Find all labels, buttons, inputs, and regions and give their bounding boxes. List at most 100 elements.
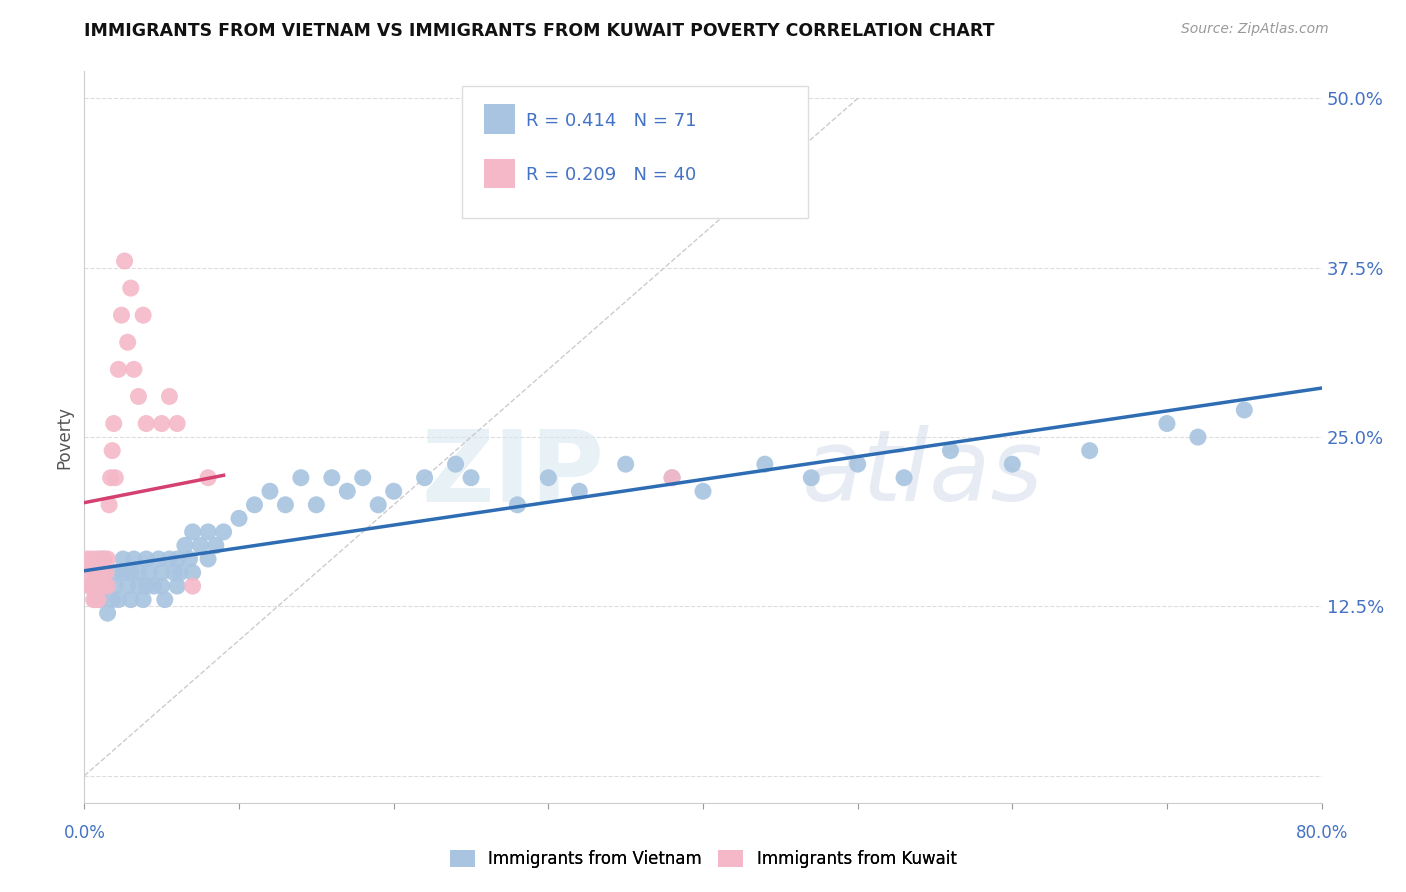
Point: [132, 308, 155, 322]
Point: [107, 362, 129, 376]
Point: [101, 592, 124, 607]
Point: [181, 566, 204, 580]
Point: [568, 484, 591, 499]
Point: [1233, 403, 1256, 417]
Point: [127, 389, 149, 403]
Point: [120, 566, 142, 580]
Point: [120, 281, 142, 295]
Point: [614, 457, 637, 471]
Point: [91, 552, 114, 566]
Point: [893, 471, 915, 485]
Text: R = 0.414   N = 71: R = 0.414 N = 71: [526, 112, 696, 129]
Point: [846, 457, 869, 471]
Point: [1078, 443, 1101, 458]
Text: atlas: atlas: [801, 425, 1043, 522]
Point: [205, 538, 228, 552]
Point: [174, 538, 197, 552]
Point: [110, 308, 132, 322]
Point: [197, 524, 219, 539]
Point: [290, 471, 312, 485]
Point: [96, 579, 118, 593]
Point: [181, 524, 204, 539]
Point: [86, 566, 108, 580]
Point: [413, 471, 436, 485]
Text: IMMIGRANTS FROM VIETNAM VS IMMIGRANTS FROM KUWAIT POVERTY CORRELATION CHART: IMMIGRANTS FROM VIETNAM VS IMMIGRANTS FR…: [84, 22, 995, 40]
Point: [117, 335, 139, 350]
Point: [163, 566, 186, 580]
Point: [159, 552, 180, 566]
Point: [692, 484, 714, 499]
Point: [274, 498, 297, 512]
Point: [103, 417, 125, 431]
Point: [77, 579, 100, 593]
Point: [243, 498, 266, 512]
Point: [661, 471, 683, 485]
Point: [120, 592, 142, 607]
Point: [86, 552, 108, 566]
Point: [89, 552, 111, 566]
Point: [104, 566, 127, 580]
Point: [444, 457, 467, 471]
Point: [259, 484, 281, 499]
Point: [197, 471, 219, 485]
Point: [382, 484, 405, 499]
Point: [150, 566, 173, 580]
Point: [166, 552, 188, 566]
Point: [90, 566, 112, 580]
Text: 80.0%: 80.0%: [1295, 824, 1348, 842]
Point: [107, 592, 129, 607]
Point: [96, 552, 118, 566]
Point: [138, 566, 160, 580]
Point: [166, 417, 188, 431]
FancyBboxPatch shape: [484, 104, 515, 134]
Point: [179, 552, 201, 566]
Point: [939, 443, 962, 458]
Point: [754, 457, 776, 471]
Point: [228, 511, 250, 525]
Point: [82, 579, 104, 593]
Text: Source: ZipAtlas.com: Source: ZipAtlas.com: [1181, 22, 1329, 37]
Point: [96, 606, 118, 620]
Point: [506, 498, 529, 512]
Point: [212, 524, 235, 539]
Point: [89, 579, 111, 593]
Point: [159, 389, 180, 403]
Point: [181, 579, 204, 593]
FancyBboxPatch shape: [484, 159, 515, 188]
Point: [336, 484, 359, 499]
Point: [800, 471, 823, 485]
Point: [197, 552, 219, 566]
Point: [132, 592, 155, 607]
Point: [82, 552, 104, 566]
Y-axis label: Poverty: Poverty: [55, 406, 73, 468]
Point: [93, 552, 115, 566]
Text: 0.0%: 0.0%: [63, 824, 105, 842]
Point: [321, 471, 343, 485]
Text: R = 0.209   N = 40: R = 0.209 N = 40: [526, 167, 696, 185]
Point: [100, 471, 122, 485]
Point: [96, 579, 118, 593]
Point: [1001, 457, 1024, 471]
Point: [135, 417, 157, 431]
Point: [169, 566, 191, 580]
Point: [122, 362, 145, 376]
Point: [460, 471, 482, 485]
Text: ZIP: ZIP: [422, 425, 605, 522]
Point: [98, 498, 121, 512]
Point: [135, 579, 157, 593]
Point: [86, 579, 108, 593]
Point: [94, 566, 117, 580]
Point: [150, 417, 173, 431]
Point: [89, 592, 111, 607]
Point: [352, 471, 374, 485]
Point: [1187, 430, 1209, 444]
Point: [1156, 417, 1178, 431]
Point: [143, 579, 166, 593]
Point: [84, 592, 107, 607]
Point: [112, 552, 135, 566]
Point: [127, 579, 149, 593]
Point: [367, 498, 389, 512]
Point: [127, 566, 149, 580]
Point: [114, 254, 136, 268]
Point: [104, 579, 127, 593]
